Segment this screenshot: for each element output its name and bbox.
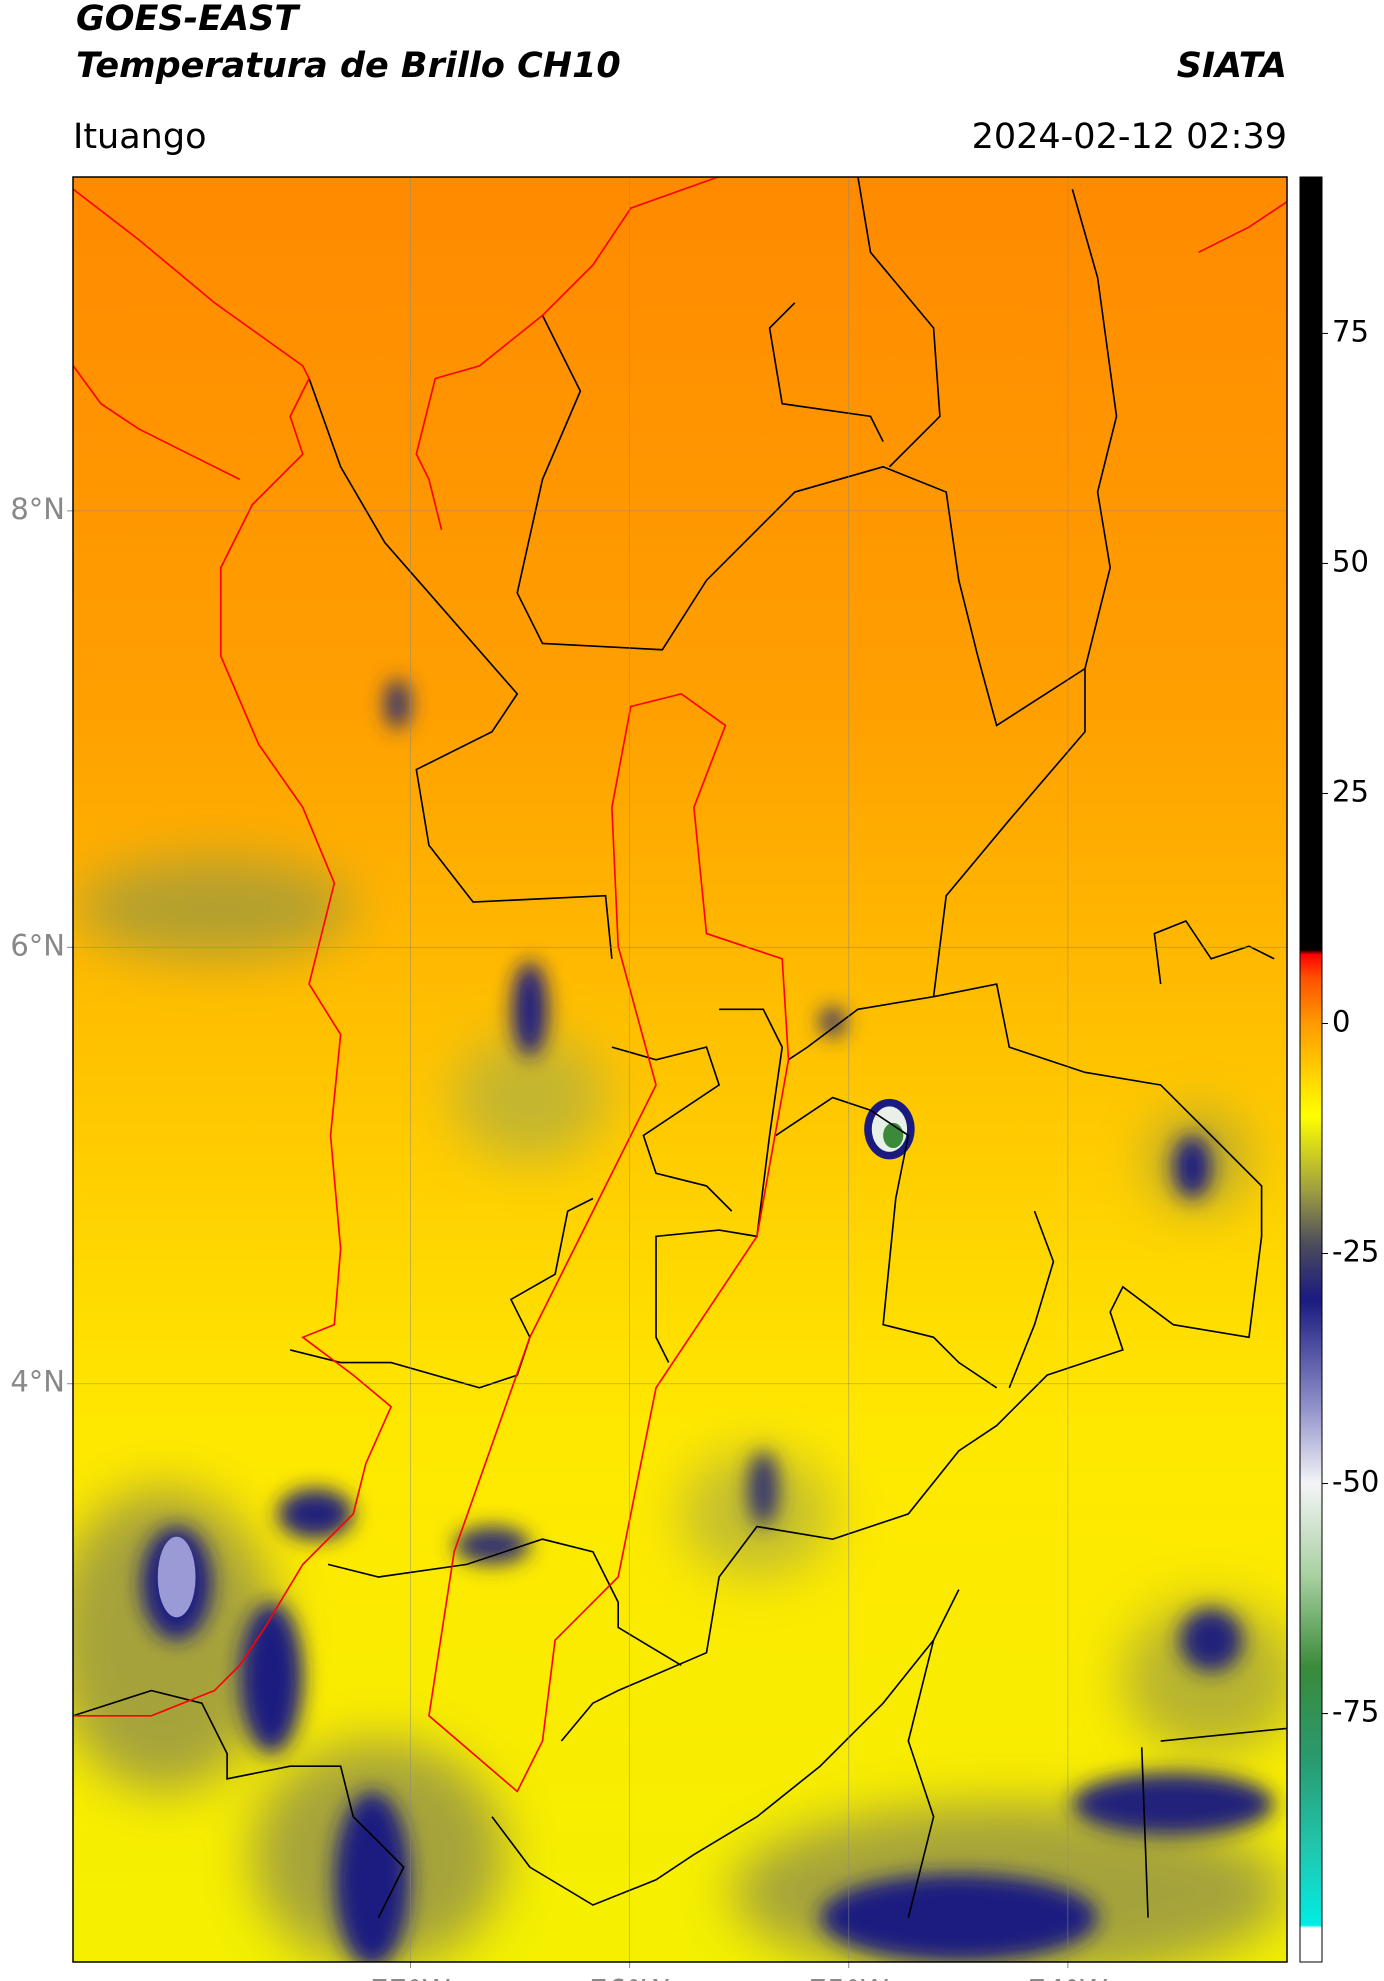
colorbar-tick-label: 75 — [1332, 314, 1369, 348]
source: SIATA — [1177, 46, 1287, 86]
y-tick-label: 8°N — [10, 492, 65, 526]
colorbar: 75 50 25 0 -25 -50 -75 — [1299, 176, 1379, 1963]
title: GOES-EAST — [76, 0, 301, 39]
x-tick-label: 77°W — [370, 1974, 450, 1981]
subtitle: Temperatura de Brillo CH10 — [76, 46, 621, 86]
admin-borders — [73, 177, 1287, 1918]
map-frame — [72, 176, 1288, 1963]
datetime: 2024-02-12 02:39 — [972, 117, 1287, 157]
x-tick-label: 75°W — [809, 1974, 889, 1981]
y-tick-label: 4°N — [10, 1365, 65, 1399]
map-image — [73, 177, 1287, 1962]
colorbar-fill — [1299, 176, 1323, 1963]
colorbar-tick-label: 25 — [1332, 774, 1369, 808]
y-tick-label: 6°N — [10, 928, 65, 962]
colorbar-tick-label: -75 — [1332, 1695, 1379, 1729]
colorbar-tick-label: -50 — [1332, 1465, 1379, 1499]
x-tick-label: 74°W — [1028, 1974, 1108, 1981]
grid: 77°W 76°W 75°W 74°W 8°N 6°N 4°N — [10, 177, 1287, 1981]
location: Ituango — [73, 117, 207, 157]
colorbar-tick-label: 0 — [1332, 1004, 1350, 1038]
colorbar-tick-label: -25 — [1332, 1235, 1379, 1269]
coastline — [73, 177, 1287, 1793]
cloud-field — [73, 177, 1287, 1962]
colorbar-tick-label: 50 — [1332, 544, 1369, 578]
x-tick-label: 76°W — [590, 1974, 670, 1981]
